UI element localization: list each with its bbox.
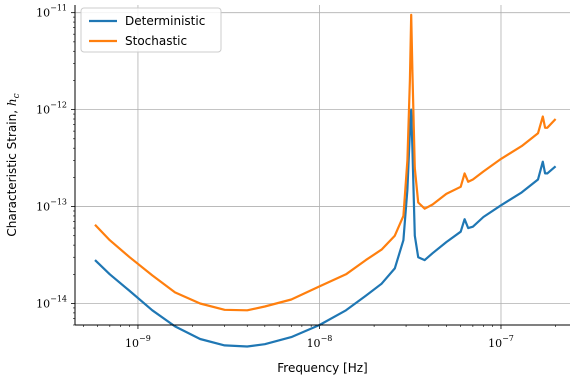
y-tick-base: 10: [36, 104, 50, 117]
legend: Deterministic Stochastic: [80, 7, 222, 53]
y-tick-exponent: −12: [50, 101, 67, 110]
y-tick-base: 10: [36, 201, 50, 214]
x-axis-label: Frequency [Hz]: [277, 361, 368, 375]
series-line-deterministic: [94, 108, 557, 348]
grid: [75, 5, 570, 325]
series-lines: [94, 13, 557, 348]
x-tick-exponent: −7: [502, 334, 514, 343]
y-axis-label-text: Characteristic Strain,: [5, 106, 19, 236]
y-tick-label: 10−12: [36, 101, 67, 117]
legend-label-stochastic: Stochastic: [125, 34, 187, 48]
y-axis-label-subscript: c: [12, 93, 22, 98]
x-tick-label: 10−9: [125, 334, 151, 350]
x-tick-base: 10: [488, 337, 502, 350]
x-tick-exponent: −8: [321, 334, 333, 343]
y-axis-label-symbol: h: [5, 98, 19, 106]
y-tick-label: 10−14: [36, 294, 67, 310]
x-tick-label: 10−8: [307, 334, 333, 350]
x-tick-exponent: −9: [139, 334, 151, 343]
y-axis-label: Characteristic Strain, hc: [5, 93, 22, 236]
x-tick-base: 10: [125, 337, 139, 350]
y-tick-exponent: −14: [50, 294, 67, 303]
y-tick-label: 10−11: [36, 4, 67, 20]
x-tick-label: 10−7: [488, 334, 514, 350]
axis-labels: Frequency [Hz] Characteristic Strain, hc: [5, 93, 368, 375]
axes: [74, 5, 570, 326]
y-tick-exponent: −13: [50, 198, 67, 207]
y-tick-base: 10: [36, 297, 50, 310]
series-line-stochastic: [94, 13, 557, 312]
legend-label-deterministic: Deterministic: [125, 14, 205, 28]
y-tick-base: 10: [36, 7, 50, 20]
y-tick-exponent: −11: [50, 4, 67, 13]
x-tick-base: 10: [307, 337, 321, 350]
y-tick-label: 10−13: [36, 198, 67, 214]
